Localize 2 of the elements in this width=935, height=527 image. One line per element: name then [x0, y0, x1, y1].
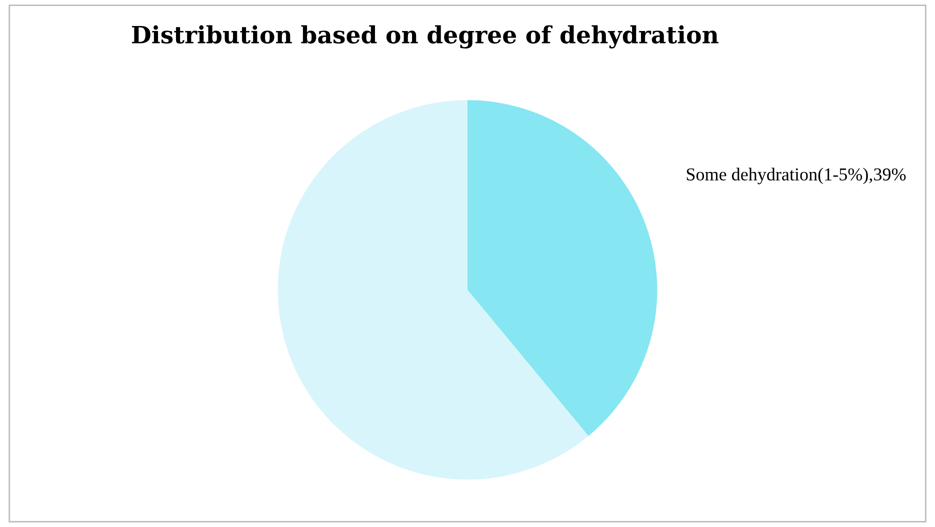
data-label: Some dehydration(1-5%),39% — [686, 168, 906, 184]
chart-title: Distribution based on degree of dehydration — [132, 25, 718, 48]
